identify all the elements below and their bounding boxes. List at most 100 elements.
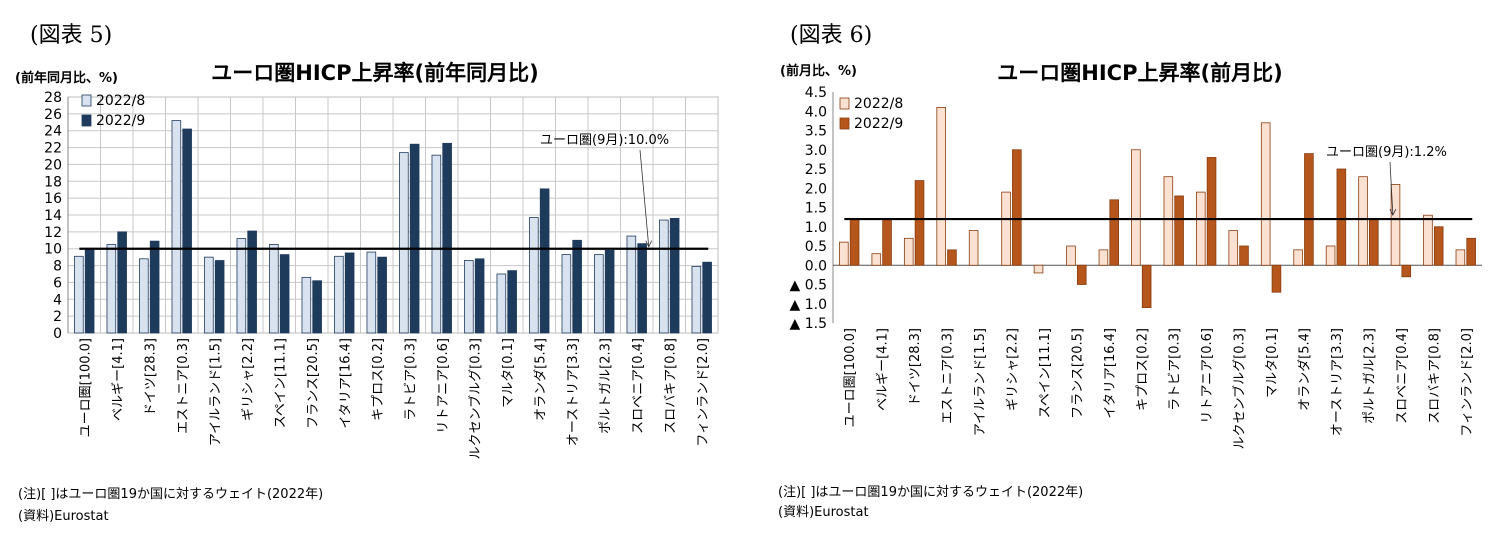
bar-yoy-s2-0	[84, 248, 95, 334]
y-tick-label: 18	[44, 174, 62, 190]
unit-label-yoy: (前年同月比、%)	[15, 70, 118, 86]
bar-yoy-s2-5	[247, 230, 257, 334]
bar-mom-s2-8	[1109, 199, 1119, 266]
category-label: ルクセンブルグ[0.3]	[467, 338, 483, 459]
unit-label-mom: (前月比、%)	[780, 63, 857, 79]
y-tick-label: 3.5	[805, 124, 827, 140]
category-label: リトアニア[0.6]	[436, 338, 451, 434]
bar-yoy-s2-9	[377, 256, 387, 334]
category-label: キプロス[0.2]	[1135, 328, 1150, 411]
bar-yoy-s1-0	[74, 255, 84, 334]
bar-yoy-s1-14	[529, 217, 539, 334]
bar-mom-s1-9	[1131, 149, 1141, 266]
y-tick-label: 26	[44, 107, 62, 123]
category-label: スペイン[11.1]	[273, 338, 288, 428]
bar-mom-s2-14	[1304, 153, 1314, 266]
bar-mom-s2-9	[1141, 264, 1152, 308]
bar-mom-s1-16	[1358, 176, 1368, 266]
bar-yoy-s1-16	[594, 254, 604, 334]
bar-yoy-s1-13	[496, 273, 507, 334]
bar-mom-s1-19	[1455, 249, 1466, 266]
bar-yoy-s1-11	[431, 154, 442, 334]
bar-mom-s2-11	[1206, 157, 1217, 266]
y-tick-label: 1.5	[805, 201, 827, 217]
y-tick-label: 0.0	[805, 258, 827, 274]
bar-yoy-s1-19	[691, 266, 702, 334]
bar-yoy-s2-18	[669, 217, 680, 334]
legend-label-1: 2022/8	[854, 96, 903, 112]
y-tick-label: 4	[53, 292, 62, 308]
y-tick-label: 14	[44, 208, 62, 224]
category-label: オーストリア[3.3]	[566, 338, 581, 446]
category-label: ドイツ[28.3]	[908, 328, 923, 406]
bar-mom-s2-19	[1466, 237, 1476, 266]
bar-yoy-s2-7	[312, 280, 322, 334]
legend-swatch-1	[839, 97, 850, 110]
bar-yoy-s1-12	[464, 260, 474, 334]
bar-mom-s1-14	[1293, 249, 1303, 266]
bar-mom-s1-12	[1228, 230, 1239, 266]
bar-mom-s1-18	[1423, 214, 1433, 266]
bar-yoy-s2-13	[507, 270, 517, 334]
bar-yoy-s2-17	[637, 243, 647, 334]
annotation-arrow	[639, 149, 650, 247]
y-tick-label: 0.5	[805, 239, 827, 255]
y-tick-label: ▲ 1.0	[790, 297, 827, 313]
bar-mom-s2-17	[1401, 264, 1412, 278]
bar-mom-s1-15	[1325, 245, 1336, 266]
bar-yoy-s1-6	[269, 244, 279, 334]
y-tick-label: 4.5	[805, 85, 827, 101]
bar-mom-s2-0	[849, 218, 860, 266]
bar-mom-s2-7	[1076, 264, 1087, 285]
y-tick-label: 12	[44, 225, 62, 241]
category-label: ベルギー[4.1]	[876, 328, 891, 411]
bar-mom-s1-8	[1098, 249, 1109, 266]
bar-mom-s1-3	[936, 107, 946, 266]
category-label: ユーロ圏[100.0]	[843, 328, 858, 427]
bar-mom-s1-17	[1390, 183, 1401, 266]
category-label: アイルランド[1.5]	[973, 328, 988, 436]
y-tick-label: 16	[44, 191, 62, 207]
chart-mom: ▲ 1.5 ▲ 1.0 ▲ 0.5 0.0 0.5 1.0 1.5 2.0 2.5 3.0 3.5 4…	[790, 85, 1482, 449]
bar-mom-s1-5	[1001, 191, 1011, 266]
bar-yoy-s2-8	[344, 252, 355, 334]
chart-title-mom: ユーロ圏HICP上昇率(前月比)	[997, 61, 1282, 85]
legend-label-2: 2022/9	[96, 113, 145, 129]
annotation-arrowhead	[645, 240, 653, 248]
legend-swatch-1	[81, 94, 92, 107]
bar-mom-s1-1	[871, 253, 882, 266]
bar-yoy-s2-6	[279, 254, 290, 334]
y-tick-label: 6	[53, 275, 62, 291]
y-tick-label: ▲ 1.5	[790, 316, 827, 332]
bar-yoy-s1-5	[236, 238, 247, 334]
category-label: フランス[20.5]	[1070, 328, 1085, 419]
category-label: イタリア[16.4]	[338, 338, 353, 429]
category-label: マルタ[0.1]	[1265, 328, 1280, 398]
category-label: フィンランド[2.0]	[696, 338, 711, 447]
y-tick-label: 22	[44, 141, 62, 157]
bar-yoy-s1-7	[301, 276, 312, 334]
bar-mom-s2-3	[947, 249, 957, 266]
bar-mom-s2-10	[1174, 195, 1184, 266]
bar-yoy-s1-18	[659, 219, 669, 334]
category-label: ポルトガル[2.3]	[1362, 328, 1377, 424]
reference-annotation: ユーロ圏(9月):1.2%	[1326, 145, 1447, 160]
bar-yoy-s2-2	[149, 240, 160, 334]
category-label: イタリア[16.4]	[1103, 328, 1118, 419]
bar-mom-s1-10	[1163, 176, 1174, 266]
y-tick-label: 0	[53, 326, 62, 342]
category-label: ポルトガル[2.3]	[598, 338, 613, 434]
y-tick-label: ▲ 0.5	[790, 278, 827, 294]
bar-yoy-s2-3	[182, 128, 192, 334]
y-tick-label: 8	[53, 259, 62, 275]
y-tick-label: 28	[44, 90, 62, 106]
figure-label-6: (図表 6)	[790, 23, 872, 48]
bar-yoy-s1-17	[626, 235, 637, 334]
reference-annotation: ユーロ圏(9月):10.0%	[540, 133, 669, 148]
bar-mom-s1-6	[1033, 264, 1044, 274]
category-label: ベルギー[4.1]	[111, 338, 126, 421]
y-tick-label: 10	[44, 242, 62, 258]
y-tick-label: 4.0	[805, 104, 827, 120]
